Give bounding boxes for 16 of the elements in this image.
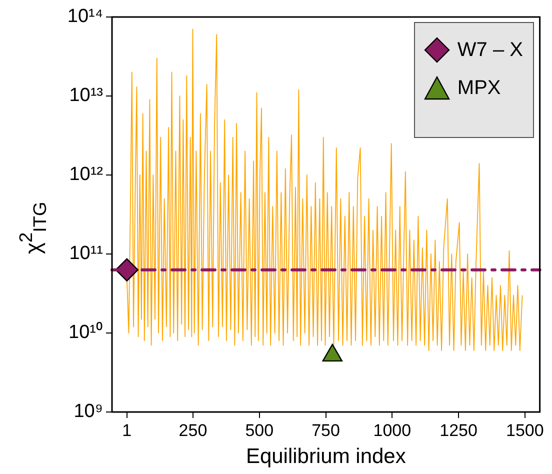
x-tick-label: 1500: [506, 420, 544, 440]
x-tick-label: 1250: [440, 420, 478, 440]
y-tick-label: 10⁹: [74, 401, 103, 422]
y-tick-label: 10¹⁰: [68, 321, 103, 344]
legend-label: W7 – X: [457, 38, 523, 62]
x-tick-label: 500: [245, 420, 274, 440]
legend-label: MPX: [457, 76, 501, 100]
y-tick-label: 10¹⁴: [67, 6, 103, 28]
x-tick-label: 750: [312, 420, 340, 440]
y-tick-label: 10¹¹: [69, 243, 103, 264]
y-tick-label: 10¹²: [69, 164, 103, 186]
x-tick-label: 250: [178, 420, 208, 440]
x-tick-label: 1000: [373, 420, 412, 440]
y-tick-label: 10¹³: [69, 85, 103, 106]
x-tick-label: 1: [122, 420, 132, 440]
x-axis-title: Equilibrium index: [246, 445, 406, 468]
